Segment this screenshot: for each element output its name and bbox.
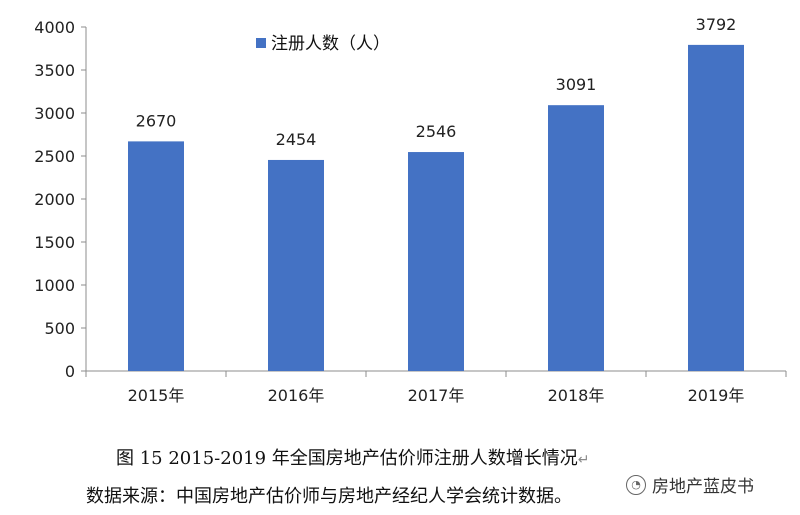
chart-legend: 注册人数（人） [256,34,390,54]
x-tick-label: 2017年 [408,386,465,405]
bar [688,44,744,371]
legend-label: 注册人数（人） [271,34,390,54]
x-tick-label: 2018年 [548,386,605,405]
watermark: ◔ 房地产蓝皮书 [626,472,754,497]
bar [268,159,324,371]
bar [548,105,604,371]
chart-bars: 2670 2454 2546 3091 3792 [128,15,744,371]
watermark-text: 房地产蓝皮书 [652,477,754,497]
x-tick-label: 2019年 [688,386,745,405]
bar [408,152,464,371]
y-tick-label: 3500 [34,61,75,80]
y-tick-label: 2500 [34,147,75,166]
bar-chart: 0 500 1000 1500 2000 2500 3000 3500 4000 2015年 201… [34,15,787,405]
chart-axes: 0 500 1000 1500 2000 2500 3000 3500 4000 2015年 201… [34,18,787,405]
y-tick-label: 500 [44,319,75,338]
bar-data-label: 2546 [416,122,457,141]
figure-caption-text: 图 15 2015-2019 年全国房地产估价师注册人数增长情况 [116,448,578,469]
data-source-note: 数据来源：中国房地产估价师与房地产经纪人学会统计数据。 [86,482,572,508]
y-tick-label: 1000 [34,276,75,295]
y-tick-label: 2000 [34,190,75,209]
paragraph-return-mark: ↵ [577,452,590,468]
data-source-text: 数据来源：中国房地产估价师与房地产经纪人学会统计数据。 [86,486,572,507]
x-tick-label: 2015年 [128,386,185,405]
bar-data-label: 3792 [696,15,737,34]
legend-swatch [256,38,266,48]
y-tick-label: 4000 [34,18,75,37]
figure-caption: 图 15 2015-2019 年全国房地产估价师注册人数增长情况↵ [116,444,590,470]
bar-data-label: 3091 [556,75,597,94]
bar-data-label: 2454 [276,130,317,149]
bar-data-label: 2670 [136,111,177,130]
x-tick-label: 2016年 [268,386,325,405]
bar [128,141,184,371]
y-tick-label: 3000 [34,104,75,123]
y-tick-label: 1500 [34,233,75,252]
wechat-icon: ◔ [626,474,646,495]
y-tick-label: 0 [65,362,75,381]
